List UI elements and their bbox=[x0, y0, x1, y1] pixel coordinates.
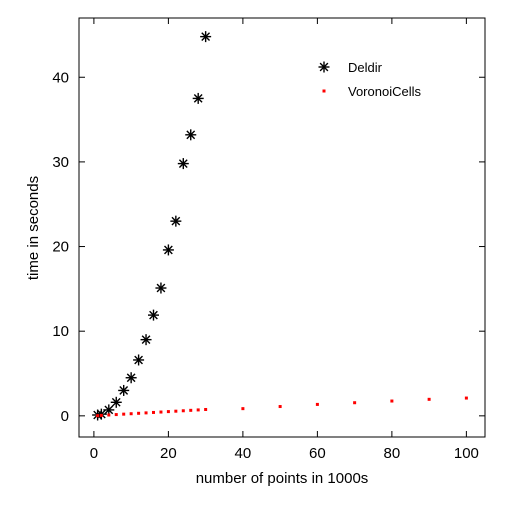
data-point-voronoicells bbox=[107, 413, 111, 417]
series-deldir bbox=[92, 31, 212, 421]
data-point-voronoicells bbox=[390, 399, 394, 403]
data-point-voronoicells bbox=[189, 408, 193, 412]
data-points bbox=[92, 31, 468, 421]
data-point-deldir bbox=[133, 354, 145, 366]
data-point-deldir bbox=[185, 129, 197, 141]
data-point-deldir bbox=[103, 404, 115, 416]
data-point-voronoicells bbox=[353, 401, 357, 405]
x-axis-label: number of points in 1000s bbox=[196, 470, 369, 487]
data-point-deldir bbox=[192, 92, 204, 104]
x-tick-label: 80 bbox=[384, 445, 401, 462]
y-tick-label: 0 bbox=[61, 408, 69, 425]
legend-marker-voronoicells bbox=[322, 89, 326, 93]
x-tick-label: 20 bbox=[160, 445, 177, 462]
data-point-deldir bbox=[125, 372, 137, 384]
x-tick-label: 0 bbox=[90, 445, 98, 462]
legend-marker-deldir bbox=[318, 61, 330, 73]
data-point-voronoicells bbox=[129, 412, 133, 416]
data-point-deldir bbox=[140, 334, 152, 346]
y-tick-label: 30 bbox=[52, 154, 69, 171]
data-point-voronoicells bbox=[464, 396, 468, 400]
data-point-voronoicells bbox=[196, 408, 200, 412]
data-point-voronoicells bbox=[99, 413, 103, 417]
data-point-voronoicells bbox=[151, 410, 155, 414]
plot-frame bbox=[78, 17, 486, 438]
axis-ticks bbox=[79, 18, 485, 437]
data-point-deldir bbox=[147, 309, 159, 321]
data-point-voronoicells bbox=[204, 407, 208, 411]
legend-symbol-voronoicells bbox=[322, 89, 326, 93]
legend-label-voronoicells: VoronoiCells bbox=[348, 84, 421, 99]
data-point-deldir bbox=[200, 31, 212, 43]
y-tick-label: 40 bbox=[52, 69, 69, 86]
data-point-voronoicells bbox=[174, 409, 178, 413]
data-point-voronoicells bbox=[122, 412, 126, 416]
data-point-deldir bbox=[110, 396, 122, 408]
data-point-voronoicells bbox=[315, 402, 319, 406]
data-point-voronoicells bbox=[114, 413, 118, 417]
data-point-voronoicells bbox=[278, 405, 282, 409]
data-point-deldir bbox=[170, 215, 182, 227]
data-point-deldir bbox=[162, 244, 174, 256]
x-tick-label: 100 bbox=[454, 445, 479, 462]
data-point-voronoicells bbox=[241, 407, 245, 411]
y-tick-label: 20 bbox=[52, 239, 69, 256]
legend-label-deldir: Deldir bbox=[348, 60, 383, 75]
data-point-voronoicells bbox=[96, 414, 100, 418]
data-point-deldir bbox=[177, 158, 189, 170]
data-point-voronoicells bbox=[427, 397, 431, 401]
series-voronoicells bbox=[96, 396, 468, 418]
data-point-deldir bbox=[118, 384, 130, 396]
legend-symbol-deldir bbox=[318, 61, 330, 73]
data-point-deldir bbox=[155, 282, 167, 294]
y-tick-label: 10 bbox=[52, 323, 69, 340]
x-tick-label: 40 bbox=[235, 445, 252, 462]
data-point-voronoicells bbox=[166, 410, 170, 414]
data-point-voronoicells bbox=[181, 409, 185, 413]
axis-tick-labels: 0 20 40 60 80 100 0 10 20 30 40 bbox=[52, 69, 479, 462]
x-tick-label: 60 bbox=[309, 445, 326, 462]
data-point-voronoicells bbox=[159, 410, 163, 414]
data-point-voronoicells bbox=[137, 411, 141, 415]
y-axis-label: time in seconds bbox=[25, 176, 42, 280]
legend: Deldir VoronoiCells bbox=[318, 60, 421, 99]
data-point-voronoicells bbox=[144, 411, 148, 415]
